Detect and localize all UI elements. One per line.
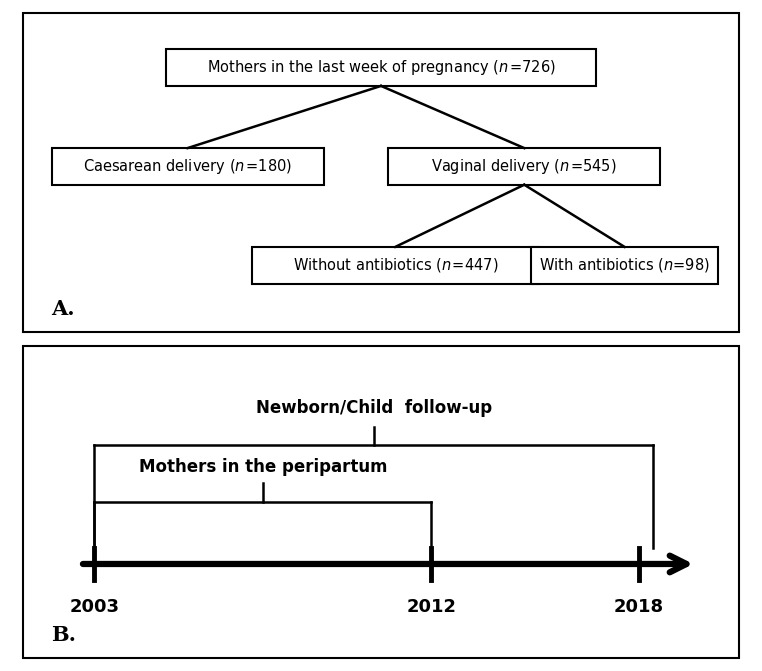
Bar <box>166 49 596 86</box>
Bar <box>531 247 718 284</box>
Text: B.: B. <box>52 625 76 645</box>
Text: Newborn/Child  follow-up: Newborn/Child follow-up <box>256 399 492 417</box>
Text: A.: A. <box>52 299 75 319</box>
Text: Mothers in the peripartum: Mothers in the peripartum <box>139 458 387 476</box>
Text: Mothers in the last week of pregnancy ($n$ =726): Mothers in the last week of pregnancy ($… <box>207 58 555 77</box>
Text: Without antibiotics ($n$ =447): Without antibiotics ($n$ =447) <box>293 256 498 274</box>
Text: With antibiotics ($n$=98): With antibiotics ($n$=98) <box>539 256 710 274</box>
Text: Vaginal delivery ($n$ =545): Vaginal delivery ($n$ =545) <box>431 157 617 176</box>
Bar <box>388 148 661 185</box>
Text: 2018: 2018 <box>614 599 664 616</box>
Bar <box>52 148 324 185</box>
Text: Caesarean delivery ($n$ =180): Caesarean delivery ($n$ =180) <box>83 157 292 176</box>
Text: 2012: 2012 <box>406 599 456 616</box>
Bar <box>252 247 539 284</box>
Text: 2003: 2003 <box>69 599 120 616</box>
